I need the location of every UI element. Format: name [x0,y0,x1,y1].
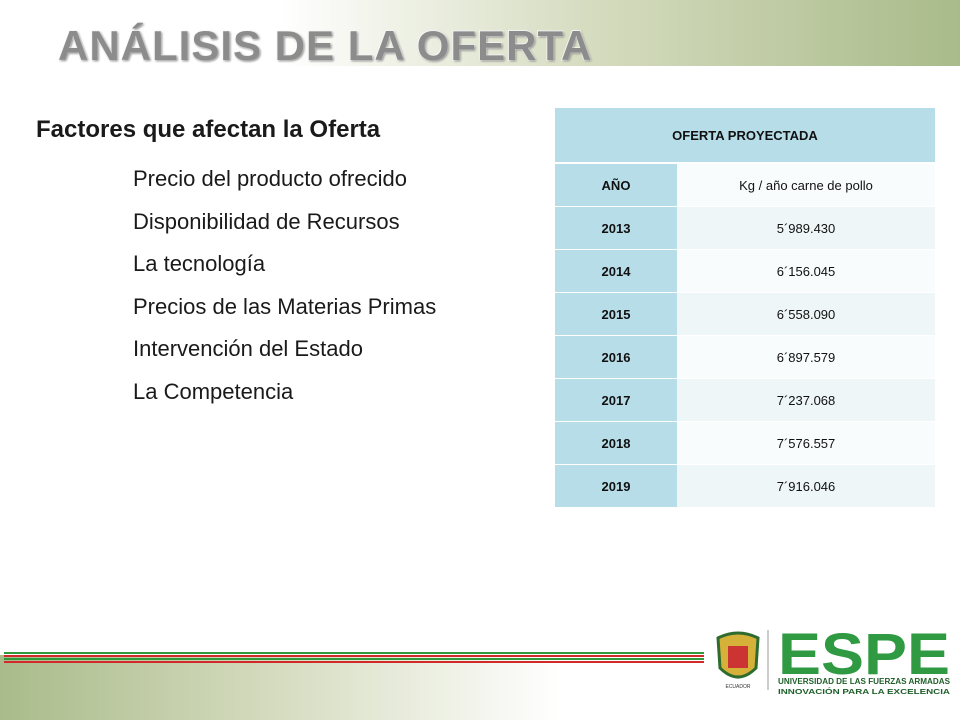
logo-line1: UNIVERSIDAD DE LAS FUERZAS ARMADAS [778,677,951,686]
factor-item: La tecnología [133,251,266,276]
table-row: 2013 5´989.430 [555,206,935,250]
header-band [280,0,960,66]
year-cell: 2019 [555,464,677,508]
footer-band [0,655,560,720]
shield-core [728,646,748,668]
table-row: 2018 7´576.557 [555,421,935,465]
factor-item: Precios de las Materias Primas [133,293,437,319]
table-row: 2015 6´558.090 [555,292,935,336]
table-row: 2016 6´897.579 [555,335,935,379]
offer-cell: 7´576.557 [677,421,935,465]
year-cell: 2015 [555,292,677,336]
year-cell: 2016 [555,335,677,379]
stripe [4,652,704,654]
heading: Factores que afectan la Oferta [36,116,381,143]
column-header: Kg / año carne de pollo [677,163,935,207]
offer-cell: 7´916.046 [677,464,935,508]
factor-item: Precio del producto ofrecido [133,166,407,191]
logo-country: ECUADOR [725,684,750,690]
stripe [4,661,704,663]
logo-name: ESPE [778,624,950,687]
table-title: OFERTA PROYECTADA [555,108,935,164]
table-row: 2019 7´916.046 [555,464,935,508]
offer-cell: 5´989.430 [677,206,935,250]
factor-list: Precio del producto ofrecido Disponibilid… [133,166,436,421]
column-header: AÑO [555,163,677,207]
table-row: 2014 6´156.045 [555,249,935,293]
year-cell: 2013 [555,206,677,250]
factor-item: Intervención del Estado [133,336,363,361]
offer-cell: 6´156.045 [677,249,935,293]
offer-cell: 6´558.090 [677,292,935,336]
slide-title: ANÁLISIS DE LA OFERTA [57,21,593,70]
year-cell: 2017 [555,378,677,422]
offer-cell: 6´897.579 [677,335,935,379]
year-cell: 2014 [555,249,677,293]
factor-item: Disponibilidad de Recursos [133,208,400,234]
stripe [4,658,704,660]
logo: ECUADOR ESPE UNIVERSIDAD DE LAS FUERZAS … [706,624,956,696]
table-row: 2017 7´237.068 [555,378,935,422]
logo-line2: INNOVACIÓN PARA LA EXCELENCIA [778,687,950,696]
year-cell: 2018 [555,421,677,465]
stripe [4,655,704,657]
offer-cell: 7´237.068 [677,378,935,422]
factor-item: La Competencia [133,378,294,404]
offer-table: OFERTA PROYECTADA AÑO Kg / año carne de p… [555,108,935,508]
